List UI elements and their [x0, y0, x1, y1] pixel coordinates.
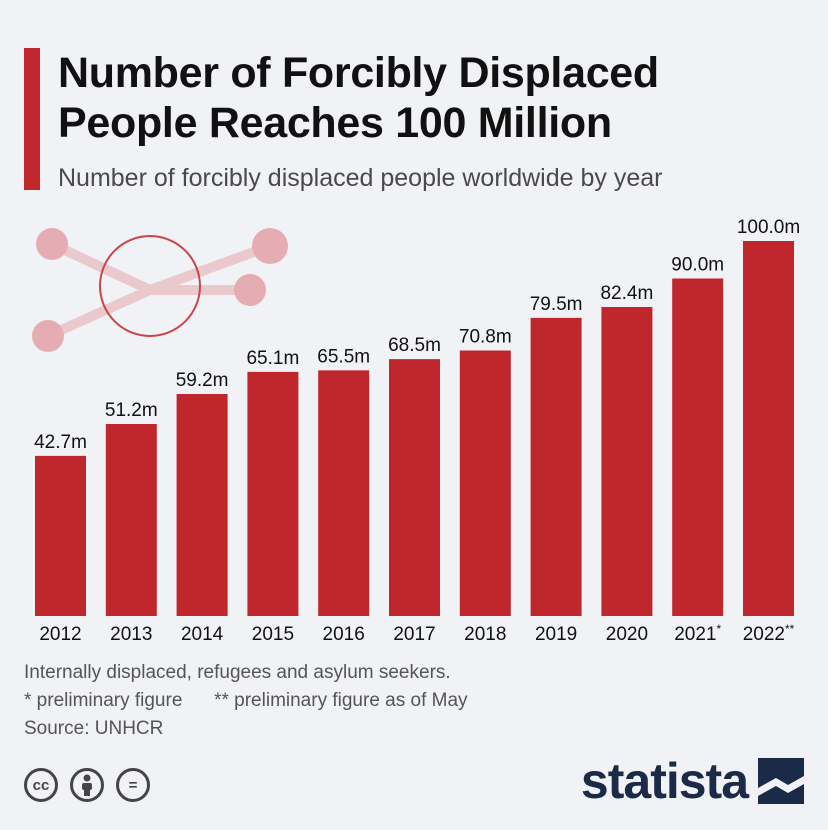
- x-tick-label-2019: 2019: [535, 624, 577, 645]
- footnotes: Internally displaced, refugees and asylu…: [24, 659, 468, 743]
- statista-logo[interactable]: statista: [581, 752, 804, 810]
- x-tick-label-2021: 2021*: [674, 622, 721, 645]
- bar-2013: [105, 424, 157, 616]
- license-icons: cc =: [24, 768, 150, 802]
- x-tick-label-2020: 2020: [606, 624, 648, 645]
- data-label-2018: 70.8m: [459, 327, 512, 348]
- footnote-description: Internally displaced, refugees and asylu…: [24, 662, 451, 683]
- nd-glyph: =: [128, 776, 138, 794]
- x-tick-label-2016: 2016: [323, 624, 365, 645]
- cc-glyph: cc: [32, 776, 50, 794]
- bar-2012: [35, 455, 86, 616]
- data-label-2021: 90.0m: [671, 255, 724, 276]
- x-tick-label-2015: 2015: [252, 624, 294, 645]
- statista-logo-icon: [758, 758, 804, 804]
- x-tick-label-2014: 2014: [181, 624, 224, 645]
- decoration-graphic: [32, 228, 288, 352]
- bar-chart: 42.7m 2012 51.2m 2013 59.2m 2014 65.1m 2015 65.5…: [32, 217, 800, 645]
- bar-2016: [318, 370, 370, 616]
- bar-2018: [459, 350, 511, 616]
- x-tick-label-2017: 2017: [393, 624, 435, 645]
- x-tick-label-2013: 2013: [110, 624, 152, 645]
- title-accent-bar: [24, 48, 40, 190]
- bar-2020: [601, 307, 653, 616]
- bar-2021: [672, 278, 724, 616]
- title-line-1: Number of Forcibly Displaced: [58, 49, 659, 97]
- data-label-2014: 59.2m: [176, 370, 229, 391]
- person-icon: [82, 774, 92, 796]
- footnote-preliminary-may: ** preliminary figure as of May: [214, 690, 468, 711]
- data-label-2012: 42.7m: [34, 432, 87, 453]
- data-label-2019: 79.5m: [530, 294, 583, 315]
- statista-wordmark: statista: [580, 753, 749, 809]
- data-label-2016: 65.5m: [317, 346, 370, 367]
- by-icon[interactable]: [70, 768, 104, 802]
- page-title: Number of Forcibly Displaced People Reac…: [58, 48, 818, 148]
- x-tick-label-2018: 2018: [464, 624, 506, 645]
- data-label-2020: 82.4m: [600, 283, 653, 304]
- bar-2022: [743, 241, 794, 616]
- cc-icon[interactable]: cc: [24, 768, 58, 802]
- bar-2019: [530, 317, 582, 616]
- footnote-preliminary-row: * preliminary figure ** preliminary figu…: [24, 687, 468, 715]
- data-label-2013: 51.2m: [105, 400, 158, 421]
- bar-2014: [176, 394, 228, 616]
- footnote-preliminary: * preliminary figure: [24, 690, 183, 711]
- bar-2015: [247, 371, 299, 616]
- title-line-2: People Reaches 100 Million: [58, 99, 612, 147]
- bar-2017: [389, 359, 440, 616]
- footnote-source: Source: UNHCR: [24, 718, 164, 739]
- x-tick-label-2022: 2022**: [743, 622, 795, 645]
- data-label-2022: 100.0m: [737, 217, 800, 238]
- x-tick-label-2012: 2012: [39, 624, 81, 645]
- data-label-2015: 65.1m: [246, 348, 299, 369]
- nd-icon[interactable]: =: [116, 768, 150, 802]
- data-label-2017: 68.5m: [388, 335, 441, 356]
- page-subtitle: Number of forcibly displaced people worl…: [58, 164, 663, 192]
